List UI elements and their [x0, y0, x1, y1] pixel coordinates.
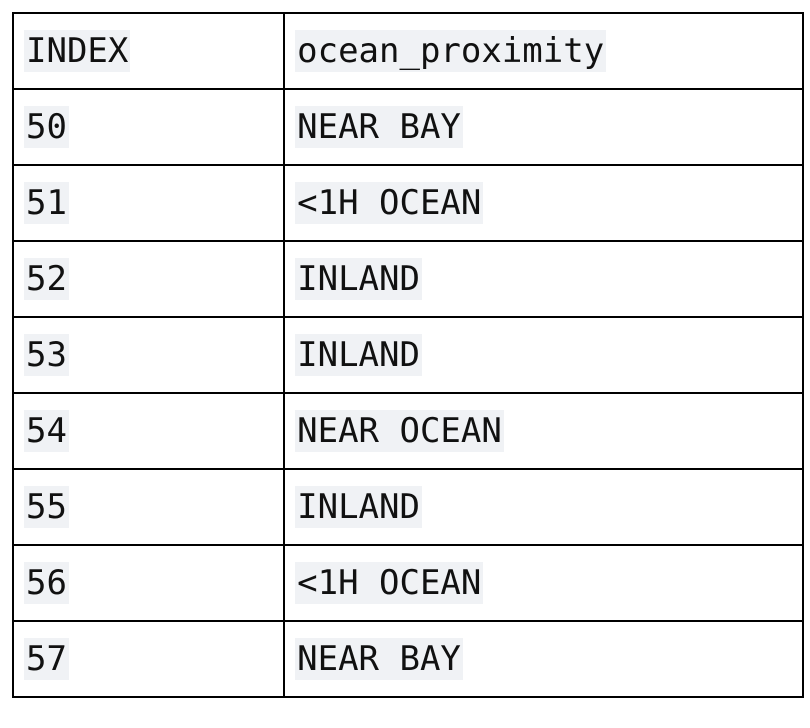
ocean-proximity-cell: INLAND — [283, 316, 804, 394]
header-label: INDEX — [24, 30, 131, 72]
ocean-proximity-cell: INLAND — [283, 240, 804, 318]
index-cell: 56 — [11, 544, 286, 622]
cell-text: 54 — [24, 410, 69, 452]
index-cell: 51 — [11, 164, 286, 242]
index-cell: 54 — [11, 392, 286, 470]
cell-text: 55 — [24, 486, 69, 528]
cell-text: 57 — [24, 638, 69, 680]
table-row: 57 NEAR BAY — [11, 620, 804, 698]
cell-text: INLAND — [295, 486, 422, 528]
cell-text: NEAR OCEAN — [295, 410, 504, 452]
index-cell: 53 — [11, 316, 286, 394]
table-container: INDEX ocean_proximity 50 NEAR BAY 51 <1H… — [11, 12, 804, 698]
cell-text: <1H OCEAN — [295, 182, 484, 224]
cell-text: NEAR BAY — [295, 106, 463, 148]
ocean-proximity-cell: NEAR OCEAN — [283, 392, 804, 470]
ocean-proximity-cell: INLAND — [283, 468, 804, 546]
index-cell: 52 — [11, 240, 286, 318]
table-row: 50 NEAR BAY — [11, 88, 804, 166]
cell-text: 51 — [24, 182, 69, 224]
cell-text: 53 — [24, 334, 69, 376]
index-cell: 57 — [11, 620, 286, 698]
cell-text: 52 — [24, 258, 69, 300]
header-label: ocean_proximity — [295, 30, 607, 72]
ocean-proximity-cell: NEAR BAY — [283, 620, 804, 698]
table-row: 53 INLAND — [11, 316, 804, 394]
column-header-ocean-proximity: ocean_proximity — [283, 12, 804, 90]
ocean-proximity-cell: <1H OCEAN — [283, 544, 804, 622]
table-row: 52 INLAND — [11, 240, 804, 318]
header-row: INDEX ocean_proximity — [11, 12, 804, 90]
cell-text: 50 — [24, 106, 69, 148]
data-table: INDEX ocean_proximity 50 NEAR BAY 51 <1H… — [11, 12, 804, 698]
ocean-proximity-cell: <1H OCEAN — [283, 164, 804, 242]
cell-text: NEAR BAY — [295, 638, 463, 680]
cell-text: INLAND — [295, 258, 422, 300]
index-cell: 50 — [11, 88, 286, 166]
table-row: 56 <1H OCEAN — [11, 544, 804, 622]
ocean-proximity-cell: NEAR BAY — [283, 88, 804, 166]
table-row: 51 <1H OCEAN — [11, 164, 804, 242]
cell-text: INLAND — [295, 334, 422, 376]
column-header-index: INDEX — [11, 12, 286, 90]
index-cell: 55 — [11, 468, 286, 546]
cell-text: 56 — [24, 562, 69, 604]
table-row: 54 NEAR OCEAN — [11, 392, 804, 470]
cell-text: <1H OCEAN — [295, 562, 484, 604]
table-row: 55 INLAND — [11, 468, 804, 546]
